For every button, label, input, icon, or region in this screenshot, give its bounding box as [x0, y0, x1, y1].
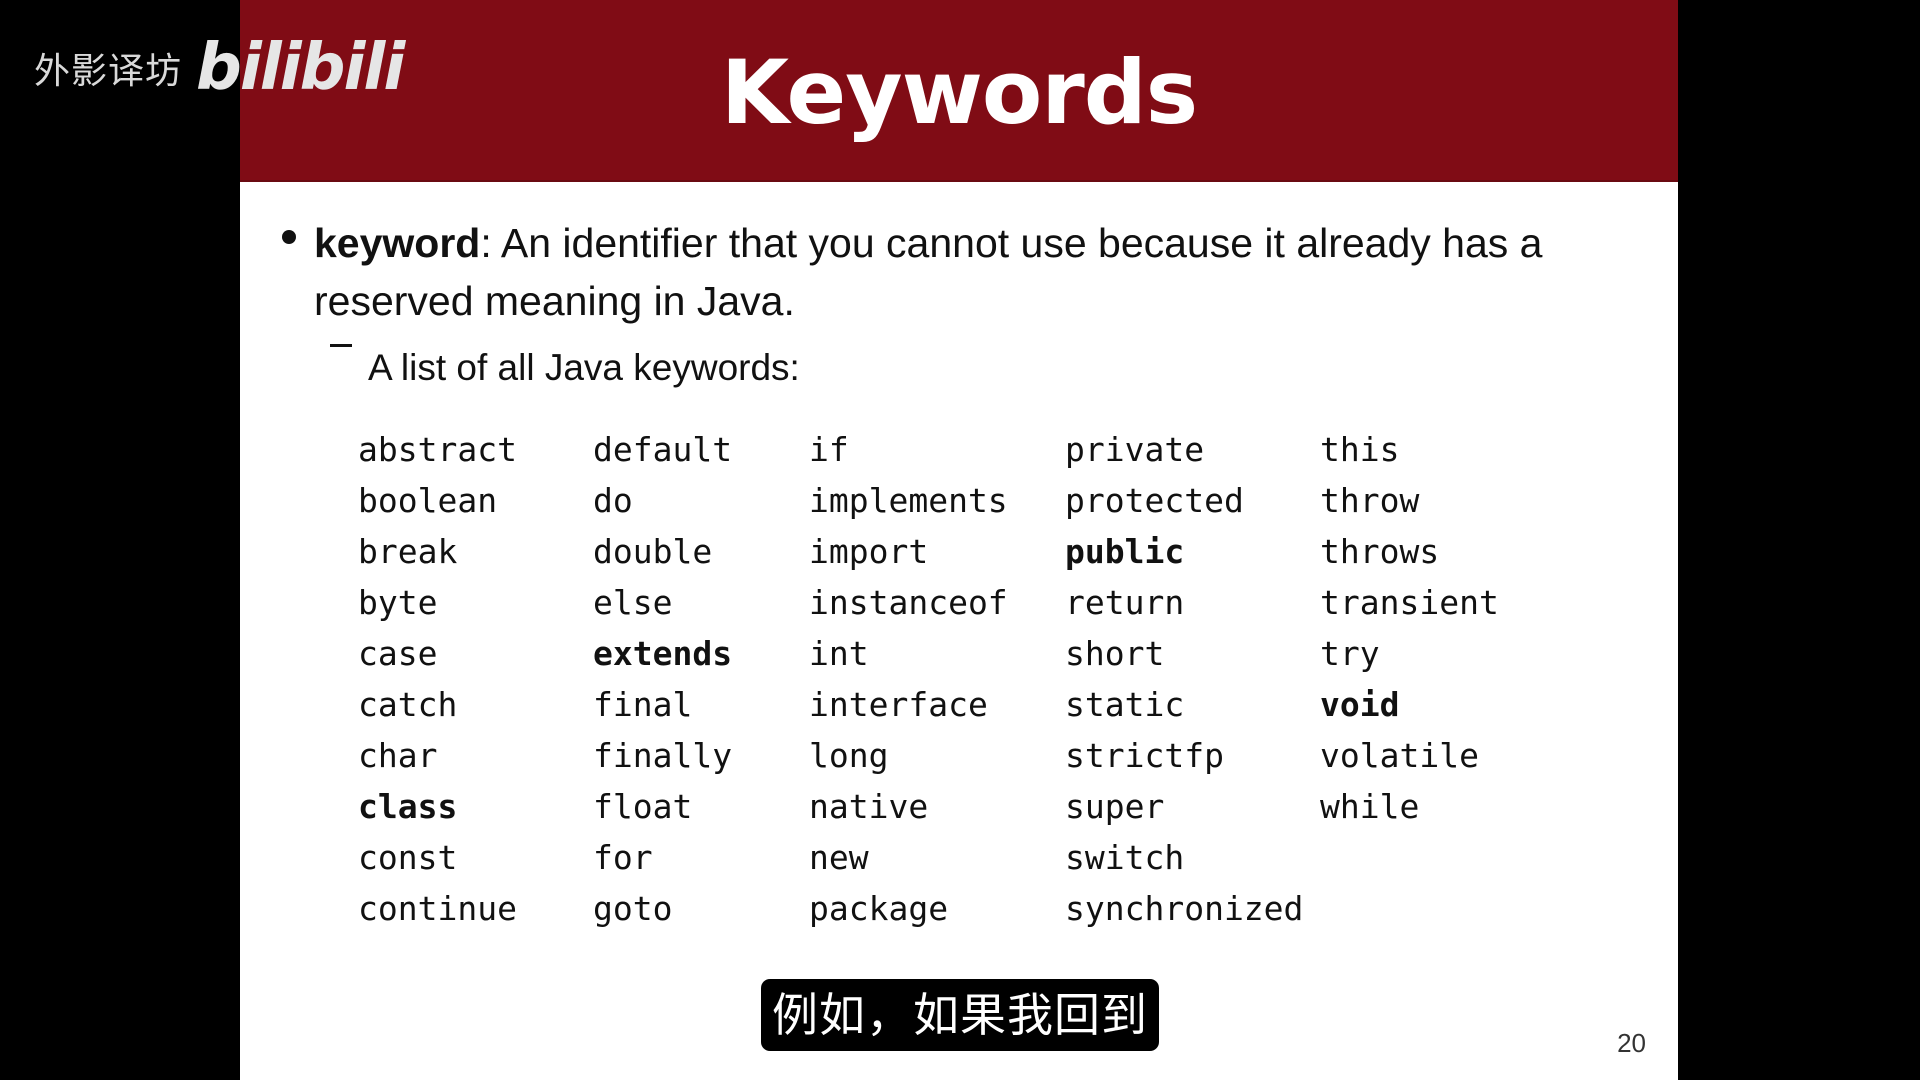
keyword-item: long — [809, 736, 889, 775]
bullet-icon — [282, 230, 296, 244]
keyword-item: const — [358, 838, 458, 877]
keyword-item: short — [1065, 634, 1165, 673]
keyword-item: for — [593, 838, 653, 877]
keyword-item: protected — [1065, 481, 1244, 520]
keyword-item: goto — [593, 889, 673, 928]
keyword-item: static — [1065, 685, 1185, 724]
keyword-item: this — [1320, 430, 1400, 469]
keyword-item: finally — [593, 736, 733, 775]
keyword-item: default — [593, 430, 733, 469]
keyword-item: boolean — [358, 481, 498, 520]
slide-title: Keywords — [720, 41, 1198, 144]
definition-text: : An identifier that you cannot use beca… — [314, 220, 1543, 324]
keyword-item: break — [358, 532, 458, 571]
keyword-item: interface — [809, 685, 988, 724]
keyword-item: int — [809, 634, 869, 673]
slide-header: Keywords — [240, 0, 1678, 182]
keyword-item: new — [809, 838, 869, 877]
keyword-item: import — [809, 532, 929, 571]
keyword-column: abstract boolean break byte case catch char cla… — [358, 424, 517, 934]
keyword-item: package — [809, 889, 949, 928]
keyword-item: return — [1065, 583, 1185, 622]
keyword-item: implements — [809, 481, 1008, 520]
keyword-item: continue — [358, 889, 517, 928]
watermark: 外影译坊 bilibili — [34, 28, 405, 108]
keyword-item: class — [358, 787, 458, 826]
subtitle-caption: 例如，如果我回到 — [0, 982, 1920, 1048]
keyword-item: private — [1065, 430, 1205, 469]
keyword-definition: keyword: An identifier that you cannot u… — [314, 214, 1654, 330]
keyword-item: throws — [1320, 532, 1440, 571]
bilibili-logo: bilibili — [196, 31, 405, 105]
keyword-item: void — [1320, 685, 1400, 724]
slide: Keywords keyword: An identifier that you… — [240, 0, 1678, 1080]
keyword-item: transient — [1320, 583, 1499, 622]
keyword-item: final — [593, 685, 693, 724]
keyword-column: this throw throws transient try void volatile w… — [1320, 424, 1499, 832]
keyword-item: float — [593, 787, 693, 826]
channel-name: 外影译坊 — [34, 51, 183, 92]
subtitle-text: 例如，如果我回到 — [764, 982, 1156, 1048]
keyword-item: do — [593, 481, 633, 520]
keyword-column: default do double else extends final finally fl… — [593, 424, 732, 934]
keyword-item: while — [1320, 787, 1420, 826]
definition-term: keyword — [314, 220, 481, 266]
keyword-column: private protected public return short static s… — [1065, 424, 1303, 934]
keyword-item: if — [809, 430, 849, 469]
keyword-item: catch — [358, 685, 458, 724]
keyword-item: super — [1065, 787, 1165, 826]
keyword-item: public — [1065, 532, 1185, 571]
keyword-item: throw — [1320, 481, 1420, 520]
keyword-column: if implements import instanceof int interface… — [809, 424, 1008, 934]
keyword-item: synchronized — [1065, 889, 1304, 928]
keyword-item: native — [809, 787, 929, 826]
keyword-item: volatile — [1320, 736, 1479, 775]
keyword-item: try — [1320, 634, 1380, 673]
page-number: 20 — [1617, 1028, 1646, 1058]
keyword-item: double — [593, 532, 713, 571]
keyword-item: else — [593, 583, 673, 622]
keyword-item: abstract — [358, 430, 517, 469]
keyword-item: case — [358, 634, 438, 673]
keyword-item: instanceof — [809, 583, 1008, 622]
keyword-item: switch — [1065, 838, 1185, 877]
keyword-item: byte — [358, 583, 438, 622]
keyword-item: strictfp — [1065, 736, 1224, 775]
sub-bullet: A list of all Java keywords: — [368, 347, 800, 388]
keyword-item: extends — [593, 634, 733, 673]
dash-icon — [330, 344, 352, 347]
keyword-item: char — [358, 736, 438, 775]
